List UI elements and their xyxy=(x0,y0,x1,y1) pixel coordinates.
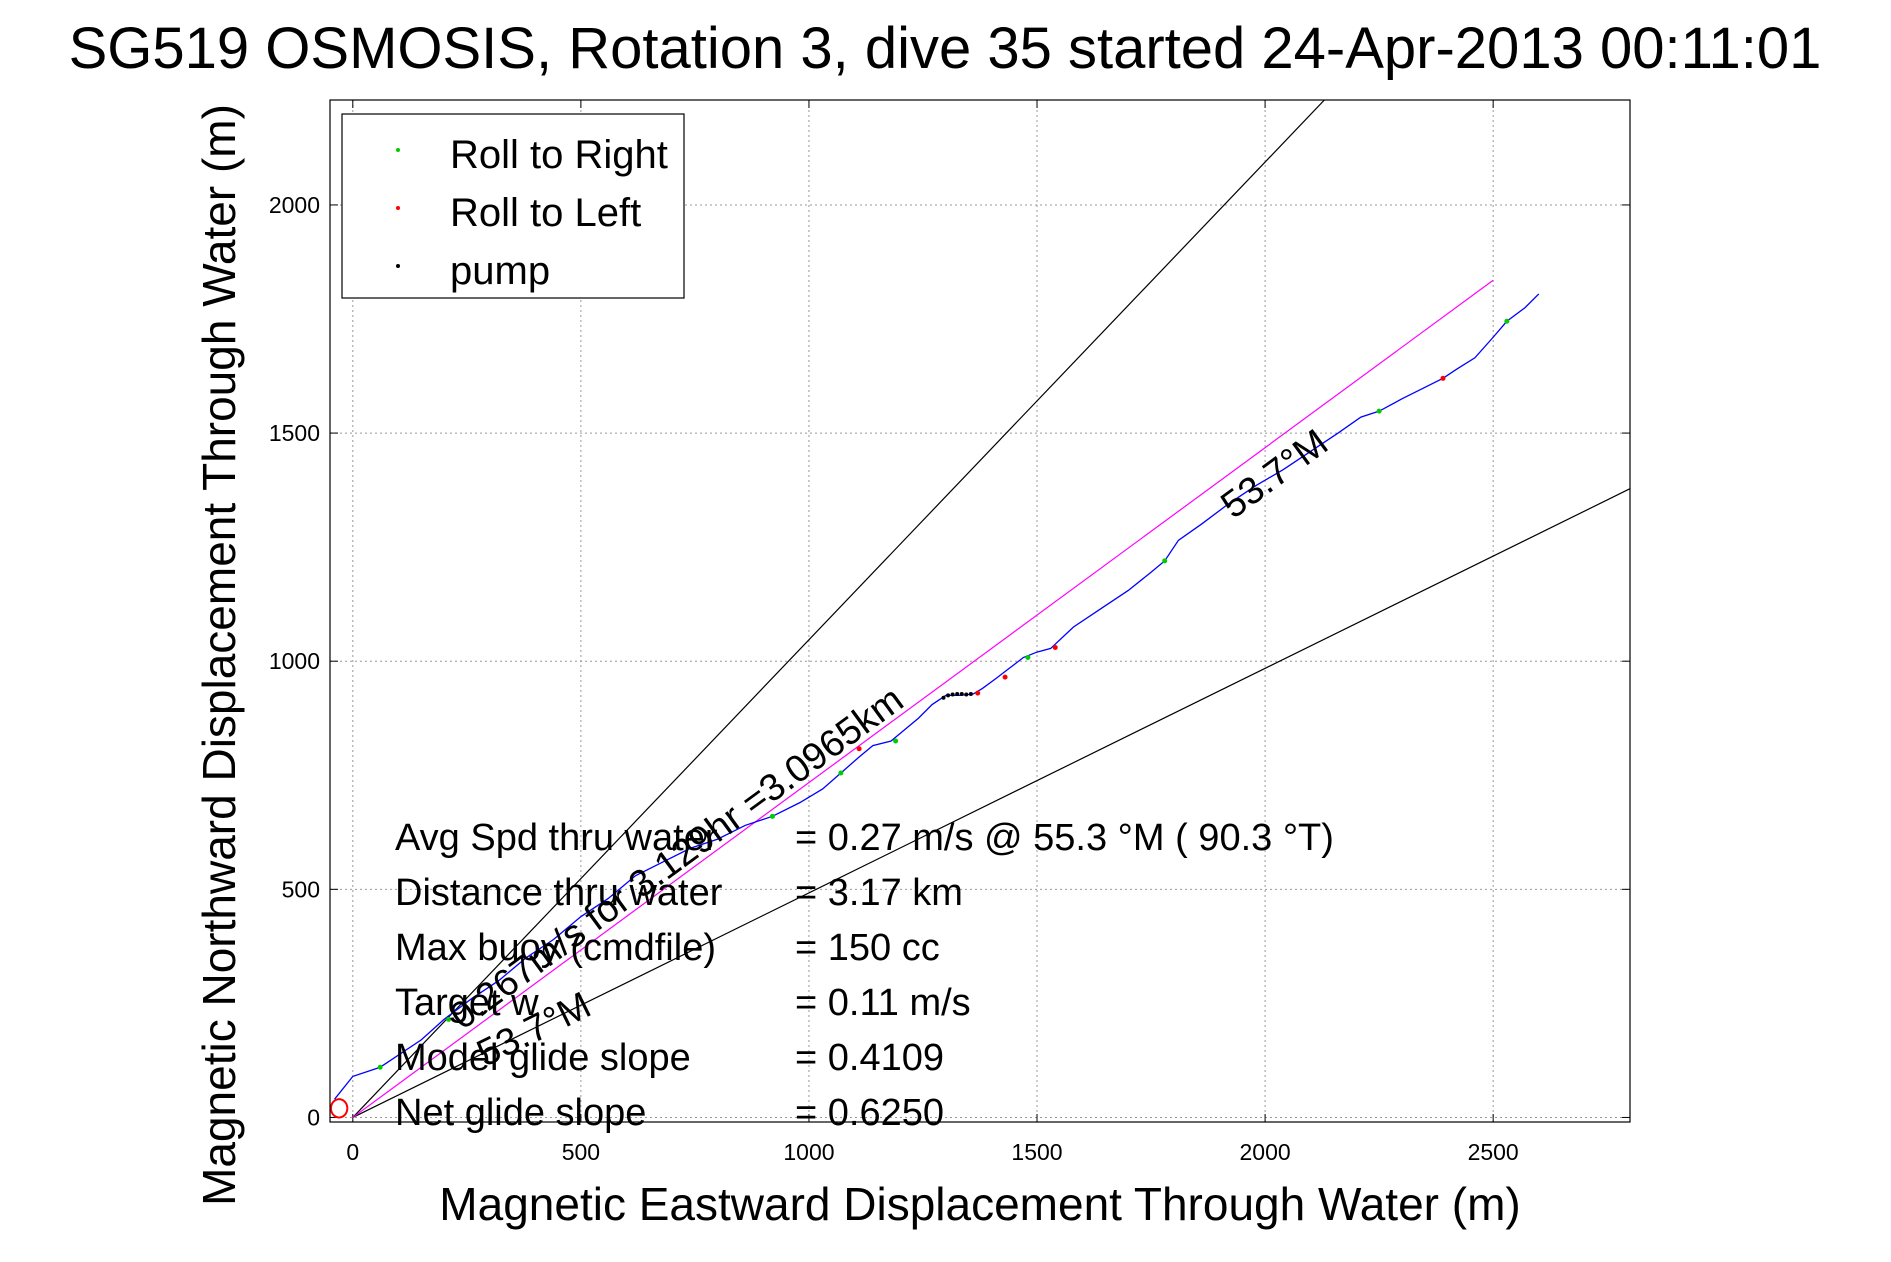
stats-block: Avg Spd thru water = 0.27 m/s @ 55.3 °M (… xyxy=(395,817,1334,1134)
stat-value: = 150 cc xyxy=(795,927,940,969)
roll-left-point xyxy=(856,746,862,752)
x-tick-label: 2500 xyxy=(1468,1139,1519,1165)
stat-label: Max buoy (cmdfile) xyxy=(395,927,716,969)
roll-right-point xyxy=(838,770,844,776)
pump-point xyxy=(964,692,969,697)
start-loop xyxy=(330,1098,349,1119)
legend-marker-pump xyxy=(396,264,400,268)
plot-frame xyxy=(329,99,1631,1123)
roll-left-point xyxy=(975,690,981,696)
y-tick-label: 2000 xyxy=(269,192,320,218)
stat-value: = 0.6250 xyxy=(795,1092,944,1134)
roll-right-point xyxy=(1162,558,1168,564)
roll-right-point xyxy=(1376,408,1382,414)
roll-right-point xyxy=(1504,318,1510,324)
data-layer xyxy=(330,100,1630,1119)
roll-right-point xyxy=(1025,655,1031,661)
y-tick-label: 1500 xyxy=(269,420,320,446)
roll-right-point xyxy=(377,1064,383,1070)
stat-value: = 0.4109 xyxy=(795,1037,944,1079)
roll-left-point xyxy=(1002,674,1008,680)
heading-bound-line xyxy=(352,100,1325,1118)
stat-label: Target w xyxy=(395,982,539,1024)
y-tick-label: 500 xyxy=(282,876,320,902)
x-tick-label: 1500 xyxy=(1011,1139,1062,1165)
heading-bound-line xyxy=(352,488,1630,1118)
axis-ticks: 0 500 1000 1500 2000 2500 0 500 1000 1500 2000 xyxy=(269,100,1630,1165)
stat-value: = 0.11 m/s xyxy=(795,982,971,1024)
pump-point xyxy=(950,692,955,697)
pump-point xyxy=(959,692,964,697)
x-tick-label: 1000 xyxy=(783,1139,834,1165)
x-tick-label: 2000 xyxy=(1240,1139,1291,1165)
roll-right-point xyxy=(769,813,775,819)
stat-label: Avg Spd thru water xyxy=(395,817,718,859)
y-tick-label: 1000 xyxy=(269,648,320,674)
roll-right-point xyxy=(893,738,899,744)
y-axis-label: Magnetic Northward Displacement Through … xyxy=(193,104,245,1206)
course-line xyxy=(352,279,1494,1118)
legend-label-roll-left: Roll to Left xyxy=(450,191,641,235)
y-tick-label: 0 xyxy=(307,1104,320,1130)
stat-label: Net glide slope xyxy=(395,1092,646,1134)
stat-label: Model glide slope xyxy=(395,1037,691,1079)
stat-value: = 3.17 km xyxy=(795,872,963,914)
x-tick-label: 0 xyxy=(346,1139,359,1165)
x-tick-label: 500 xyxy=(562,1139,600,1165)
x-axis-label: Magnetic Eastward Displacement Through W… xyxy=(439,1178,1520,1230)
legend-label-roll-right: Roll to Right xyxy=(450,133,668,177)
roll-left-point xyxy=(1440,375,1446,381)
pump-point xyxy=(946,693,951,698)
stat-label: Distance thru water xyxy=(395,872,723,914)
pump-point xyxy=(968,692,973,697)
pump-point xyxy=(955,692,960,697)
legend: Roll to Right Roll to Left pump xyxy=(341,113,685,299)
roll-right-point xyxy=(446,1016,452,1022)
chart-title: SG519 OSMOSIS, Rotation 3, dive 35 start… xyxy=(69,16,1822,81)
stat-value: = 0.27 m/s @ 55.3 °M ( 90.3 °T) xyxy=(795,817,1334,859)
roll-left-point xyxy=(1052,645,1058,650)
pump-point xyxy=(941,695,946,700)
legend-marker-roll-left xyxy=(396,206,400,210)
legend-label-pump: pump xyxy=(450,249,550,293)
legend-marker-roll-right xyxy=(396,148,400,152)
